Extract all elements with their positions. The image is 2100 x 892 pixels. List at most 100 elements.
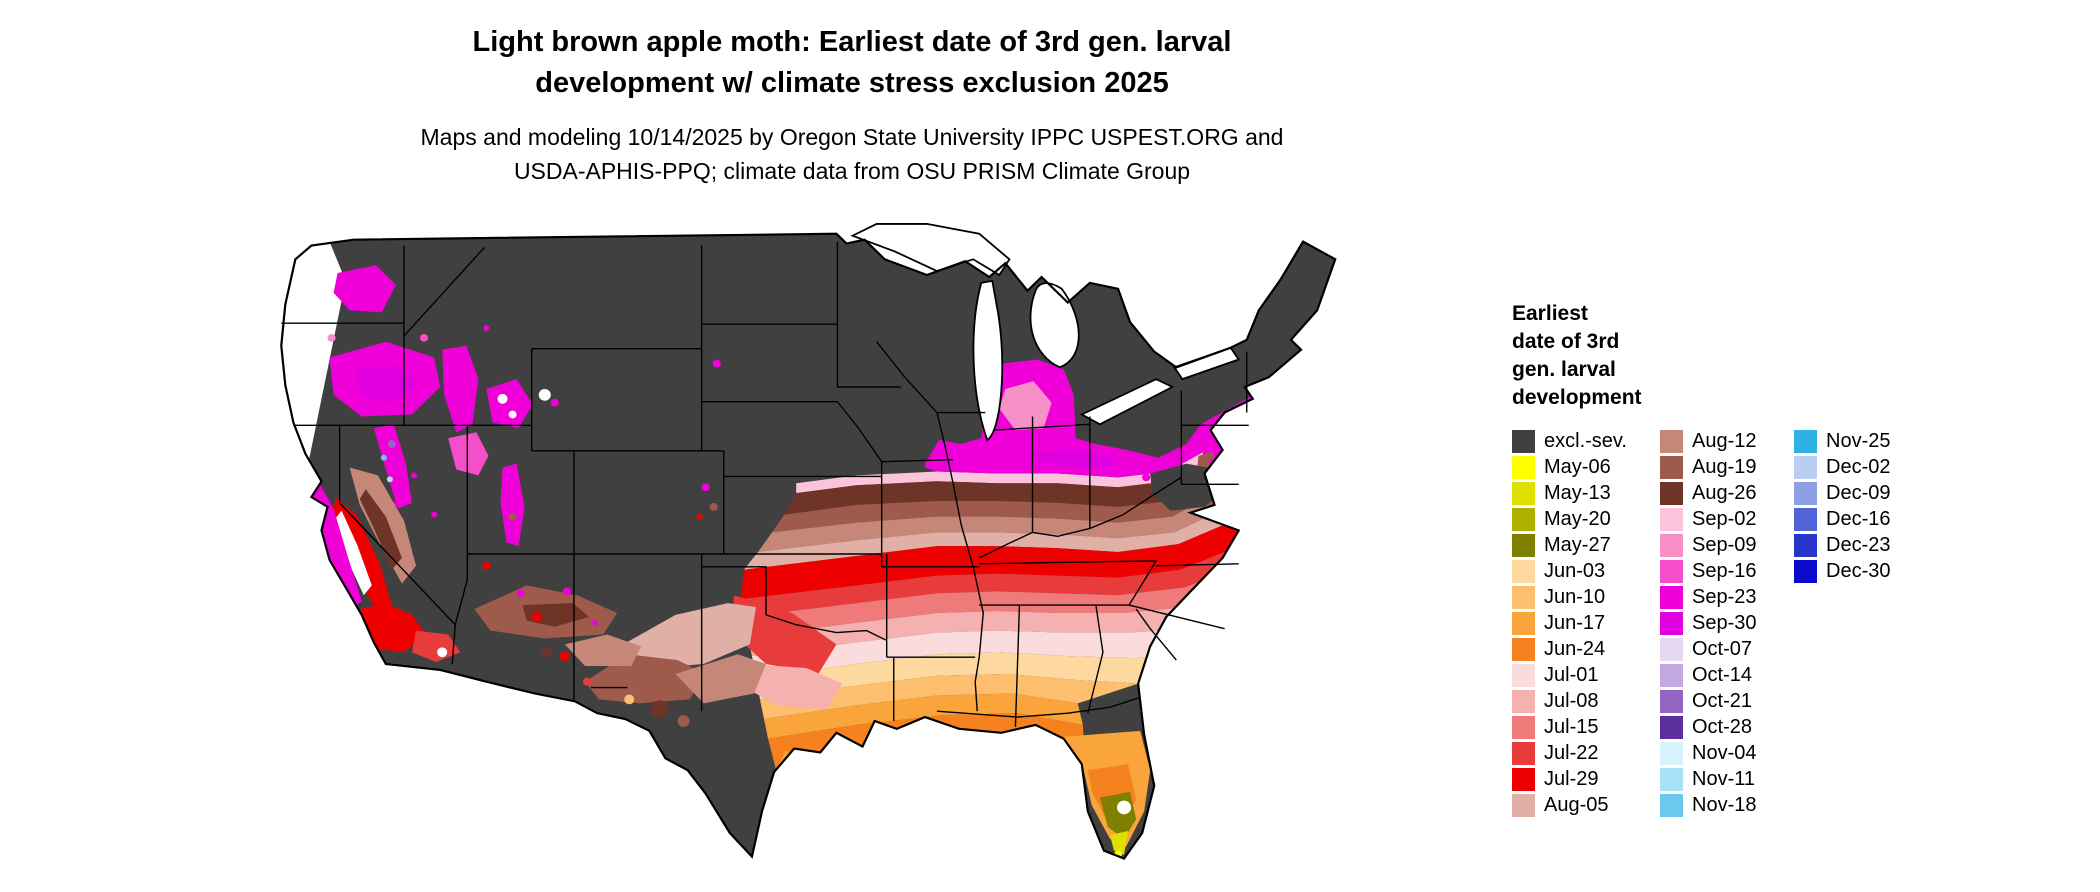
lake-erie [1079,378,1175,426]
legend-entry: Dec-16 [1794,506,1890,532]
legend-swatch [1512,637,1535,661]
legend-label: Sep-09 [1692,533,1757,556]
legend-swatch [1512,689,1535,713]
map-dot-big-bend [677,715,690,727]
legend-label: Nov-11 [1692,767,1755,790]
map-dot-id-white-2 [508,410,517,419]
legend-swatch [1512,585,1535,609]
legend-label: Sep-23 [1692,585,1757,608]
legend-label: May-06 [1544,455,1611,478]
state-borders [281,241,1249,727]
legend-title-line-2: date of 3rd [1512,330,1620,353]
legend-swatch [1512,429,1535,453]
legend-entry: Dec-30 [1794,558,1890,584]
legend-label: Jul-29 [1544,767,1599,790]
legend-swatch [1660,611,1683,635]
legend-swatch [1660,715,1683,739]
legend-label: Aug-26 [1692,481,1757,504]
legend-entry: May-27 [1512,532,1627,558]
map-zone-ohio-bright [1027,449,1119,468]
legend-swatch [1794,455,1817,479]
map-dot-border-red [582,677,592,686]
legend-label: Oct-07 [1692,637,1753,660]
map-zone-n-cascades [333,265,396,313]
map-dot-wv-magenta-1 [1142,473,1151,482]
legend-label: excl.-sev. [1544,429,1627,452]
legend-label: May-27 [1544,533,1611,556]
map-zone-ctx-brown [675,654,767,704]
legend-swatch [1512,455,1535,479]
legend-entry: Sep-09 [1660,532,1757,558]
map-zone-nm-brown [564,634,642,666]
legend-swatch [1794,559,1817,583]
legend-swatch [1512,533,1535,557]
legend-label: Jun-24 [1544,637,1606,660]
map-legend: Earliest date of 3rd gen. larval develop… [1512,300,2092,828]
legend-swatch [1660,689,1683,713]
legend-entry: May-06 [1512,454,1627,480]
legend-swatch [1512,507,1535,531]
map-zone-pnw-white-coast [281,241,346,458]
legend-column-1: excl.-sev. May-06 May-13 May-20 May-27 Jun-03… [1512,428,1627,818]
map-dot-or-cyan-1 [380,454,387,461]
legend-title-line-1: Earliest [1512,302,1588,325]
legend-entry: Jul-15 [1512,714,1627,740]
legend-label: Nov-18 [1692,793,1757,816]
legend-entry: Oct-28 [1660,714,1757,740]
map-zone-jul-01 [751,612,1245,678]
map-zone-jun-17 [764,693,1083,739]
map-dot-or-cyan-2 [386,476,393,483]
map-zone-aug-12 [757,475,1245,553]
page-title-line-1: Light brown apple moth: Earliest date of… [472,26,1232,58]
legend-swatch [1512,793,1535,817]
legend-label: Dec-09 [1826,481,1891,504]
legend-entry: Nov-11 [1660,766,1757,792]
legend-label: Dec-16 [1826,507,1891,530]
legend-label: Jun-17 [1544,611,1606,634]
map-dot-id-white-1 [497,393,508,404]
legend-swatch [1512,741,1535,765]
map-dot-nm-magenta-3 [592,619,599,626]
legend-entry: Aug-12 [1660,428,1757,454]
legend-entry: May-20 [1512,506,1627,532]
legend-entry: Sep-23 [1660,584,1757,610]
map-dot-st-george [482,561,491,570]
map-zone-aug-26 [784,442,1243,515]
map-dot-wasatch-brown [508,512,517,521]
legend-label: Oct-21 [1692,689,1753,712]
map-dot-az-red-1 [531,611,542,622]
map-dot-yellowstone-white [538,388,551,401]
legend-swatch [1512,559,1535,583]
legend-title-line-3: gen. larval [1512,358,1616,381]
legend-entry: Oct-07 [1660,636,1757,662]
us-map-svg [280,223,1337,860]
map-zone-wa-magenta-core [355,365,419,403]
map-dot-co-front-2 [709,502,718,511]
legend-title-line-4: development [1512,386,1642,409]
map-zone-tx-red [731,595,837,674]
map-zone-jun-10 [759,673,1139,720]
legend-entry: Jun-17 [1512,610,1627,636]
legend-swatch [1660,637,1683,661]
legend-swatch [1794,429,1817,453]
map-zone-wtx-brown [584,654,706,704]
legend-title: Earliest date of 3rd gen. larval develop… [1512,300,2092,412]
legend-swatch [1794,533,1817,557]
map-dot-el-paso-orange [624,694,635,705]
legend-swatch [1660,481,1683,505]
legend-entry: Aug-05 [1512,792,1627,818]
legend-label: Jul-15 [1544,715,1599,738]
map-dot-az-red-2 [559,651,570,662]
legend-entry: Sep-30 [1660,610,1757,636]
legend-entry: Nov-04 [1660,740,1757,766]
legend-entry: Jun-24 [1512,636,1627,662]
map-zone-wtx-rosy [623,603,756,668]
map-dot-lake-okeechobee [1117,800,1132,815]
legend-swatch [1660,767,1683,791]
lake-superior [850,223,1011,277]
legend-swatch [1660,663,1683,687]
map-zone-jul-29 [740,506,1247,600]
map-zone-sierra-core [359,489,402,570]
legend-label: Oct-14 [1692,663,1753,686]
map-dot-mt-magenta [483,325,490,332]
